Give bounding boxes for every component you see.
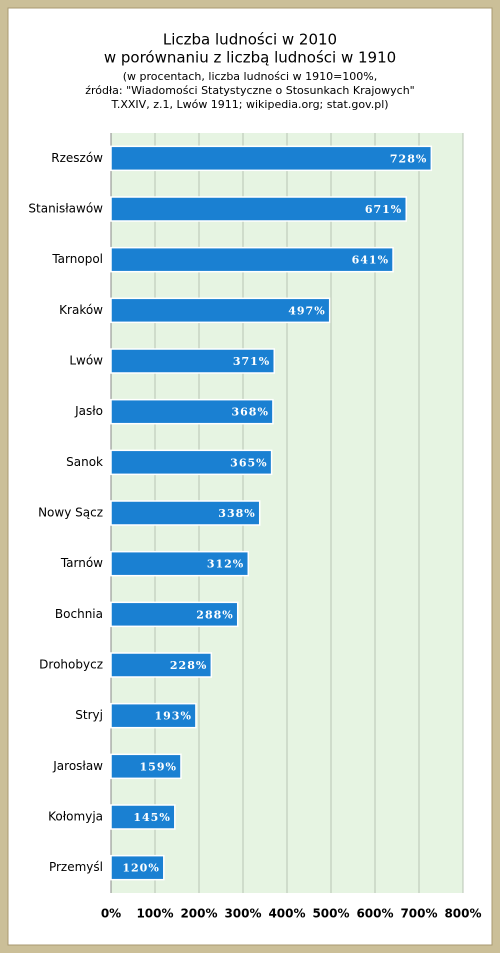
y-tick-label: Drohobycz: [39, 658, 103, 672]
y-tick-label: Rzeszów: [51, 151, 103, 165]
value-label: 641%: [352, 254, 389, 267]
x-tick-label: 500%: [312, 907, 349, 921]
chart-subtitle: (w procentach, liczba ludności w 1910=10…: [123, 70, 377, 83]
y-tick-label: Bochnia: [55, 607, 103, 621]
value-label: 365%: [230, 456, 267, 469]
y-tick-label: Kraków: [59, 303, 103, 317]
x-tick-label: 800%: [444, 907, 481, 921]
bar: [110, 449, 273, 476]
value-label: 728%: [390, 152, 427, 165]
y-tick-label: Nowy Sącz: [38, 506, 103, 520]
value-label: 497%: [288, 304, 325, 317]
value-label: 368%: [231, 406, 268, 419]
y-tick-label: Sanok: [66, 455, 103, 469]
value-label: 228%: [170, 659, 207, 672]
y-tick-label: Kołomyja: [48, 810, 103, 824]
bar: [110, 854, 165, 881]
bar: [110, 702, 197, 729]
value-label: 193%: [154, 710, 191, 723]
value-label: 145%: [133, 811, 170, 824]
y-tick-label: Lwów: [69, 354, 103, 368]
x-tick-label: 300%: [224, 907, 261, 921]
chart-title: Liczba ludności w 2010: [163, 31, 337, 49]
bar: [110, 145, 433, 172]
value-label: 312%: [207, 558, 244, 571]
y-tick-label: Jarosław: [52, 759, 103, 773]
y-tick-label: Tarnopol: [51, 252, 103, 266]
x-tick-label: 700%: [400, 907, 437, 921]
bar: [110, 348, 275, 374]
x-tick-label: 200%: [180, 907, 217, 921]
bar: [110, 804, 176, 830]
chart-subtitle: źródła: "Wiadomości Statystyczne o Stosu…: [85, 84, 415, 97]
chart-subtitle: T.XXIV, z.1, Lwów 1911; wikipedia.org; s…: [110, 98, 388, 111]
bar: [110, 550, 250, 577]
x-tick-label: 400%: [268, 907, 305, 921]
x-tick-label: 600%: [356, 907, 393, 921]
bar: [110, 196, 407, 222]
bar: [110, 297, 331, 324]
y-tick-label: Stryj: [75, 708, 103, 722]
value-label: 120%: [122, 862, 159, 875]
y-tick-label: Jasło: [74, 404, 103, 418]
bar: [110, 500, 261, 526]
value-label: 371%: [233, 355, 270, 368]
value-label: 671%: [365, 203, 402, 216]
bar: [110, 246, 394, 273]
x-tick-label: 100%: [136, 907, 173, 921]
y-tick-label: Przemyśl: [49, 860, 103, 874]
bar: [110, 652, 213, 678]
value-label: 338%: [218, 507, 255, 520]
value-label: 288%: [196, 608, 233, 621]
chart-title: w porównaniu z liczbą ludności w 1910: [104, 49, 396, 67]
y-tick-label: Stanisławów: [28, 202, 103, 216]
bar: [110, 398, 274, 425]
y-tick-label: Tarnów: [60, 556, 103, 570]
bar: [110, 753, 182, 780]
value-label: 159%: [140, 760, 177, 773]
bar: [110, 601, 239, 628]
x-tick-label: 0%: [101, 907, 121, 921]
